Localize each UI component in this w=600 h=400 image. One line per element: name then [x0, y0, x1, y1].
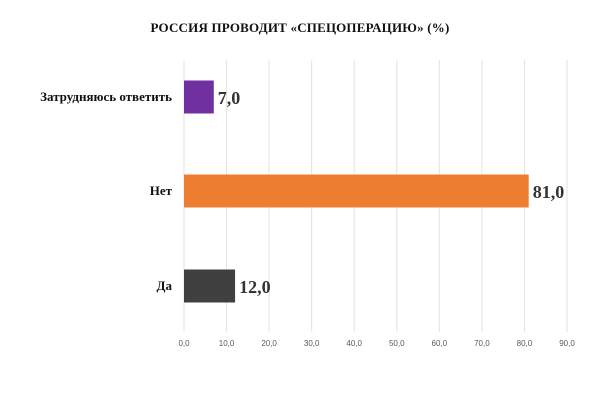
x-tick-label: 90,0 [559, 339, 575, 348]
x-tick-label: 10,0 [219, 339, 235, 348]
data-label: 81,0 [533, 182, 565, 202]
x-tick-label: 80,0 [517, 339, 533, 348]
x-tick-label: 60,0 [432, 339, 448, 348]
x-tick-label: 50,0 [389, 339, 405, 348]
bar [184, 80, 214, 114]
bar [184, 174, 529, 208]
bar [184, 269, 236, 303]
x-tick-label: 20,0 [261, 339, 277, 348]
category-label: Да [157, 278, 173, 293]
category-label: Нет [150, 183, 173, 198]
category-label: Затрудняюсь ответить [40, 89, 172, 104]
data-label: 7,0 [218, 88, 241, 108]
x-tick-label: 0,0 [178, 339, 190, 348]
x-tick-label: 30,0 [304, 339, 320, 348]
x-tick-label: 70,0 [474, 339, 490, 348]
x-tick-label: 40,0 [346, 339, 362, 348]
data-label: 12,0 [239, 277, 270, 297]
chart-title: РОССИЯ ПРОВОДИТ «СПЕЦОПЕРАЦИЮ» (%) [150, 20, 450, 35]
